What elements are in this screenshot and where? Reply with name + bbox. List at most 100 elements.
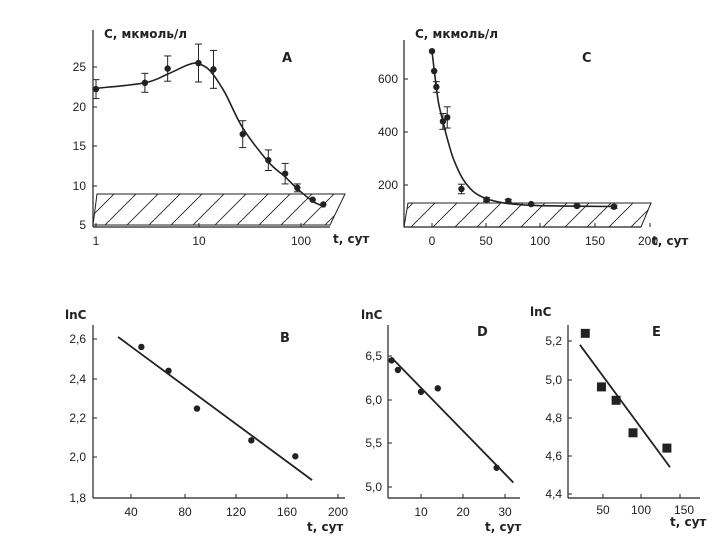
panel-a-threshold-band	[92, 193, 346, 226]
panel-c-data-point	[428, 47, 436, 55]
panel-d-fit-line	[390, 357, 515, 484]
panel-b-data-point	[193, 405, 201, 412]
panel-b-ytick: 2,6	[69, 332, 86, 346]
panel-e: lnC E t, сут 50 100 150 4,4 4,6 4,8 5,0 …	[530, 305, 706, 529]
panel-b-xtick: 40	[124, 505, 138, 519]
panel-c-data-point	[610, 203, 618, 210]
panel-a-marks	[92, 43, 327, 208]
panel-a-ytick: 5	[79, 218, 86, 232]
panel-a-label: A	[282, 51, 292, 66]
panel-a-xtick: 10	[192, 234, 206, 248]
panel-d-ytick: 6,5	[365, 349, 382, 363]
panel-a-xlabel: t, сут	[333, 232, 369, 246]
panel-c-xtick: 50	[479, 234, 493, 248]
panel-e-xlabel: t, сут	[670, 515, 706, 529]
panel-c-data-point	[573, 202, 581, 210]
panel-c-data-point	[444, 114, 451, 121]
panel-d-label: D	[477, 325, 488, 340]
panel-e-data-point	[662, 443, 672, 453]
panel-a-data-point	[92, 85, 100, 93]
panel-c-label: C	[582, 51, 592, 66]
panel-a-data-point	[195, 59, 202, 67]
panel-b-fit-line	[117, 336, 313, 481]
panel-d-ylabel: lnC	[361, 308, 383, 322]
panel-b-marks	[138, 343, 299, 460]
panel-b-ytick: 1,8	[69, 491, 86, 505]
panel-c-data-point	[430, 67, 438, 75]
panel-b-ytick: 2,0	[69, 450, 86, 464]
panel-c-marks	[428, 47, 618, 210]
panel-d-data-point	[434, 385, 441, 392]
panel-c-y-ticks: 200 400 600	[378, 72, 408, 192]
panel-d-xtick: 20	[456, 505, 470, 519]
panel-c-x-ticks: 0 50 100 150 200	[429, 223, 658, 248]
panel-e-label: E	[652, 325, 661, 340]
panel-e-xtick: 100	[631, 503, 651, 517]
panel-d-data-point	[417, 388, 425, 396]
panel-b: lnC B t, сут 40 80 120 160 200 1,8 2,0 2…	[65, 308, 348, 534]
panel-e-marks	[580, 328, 672, 453]
panel-a-ytick: 10	[73, 179, 87, 193]
panel-d-xlabel: t, сут	[485, 520, 521, 534]
panel-b-xtick: 120	[226, 505, 246, 519]
panel-e-ytick: 4,8	[545, 411, 562, 425]
panel-d-marks	[388, 357, 500, 471]
panel-d-y-ticks: 5,0 5,5 6,0 6,5	[365, 349, 392, 494]
panel-b-data-point	[138, 343, 145, 351]
panel-d-data-point	[493, 464, 500, 471]
panel-c-data-point	[505, 197, 512, 205]
panel-c-xtick: 0	[429, 234, 436, 248]
panel-a-curve	[95, 62, 324, 207]
panel-c-curve	[431, 51, 612, 208]
panel-e-data-point	[611, 395, 621, 405]
panel-c-data-point	[458, 185, 465, 193]
panel-c: C, мкмоль/л C t, сут 0 50 100 150 200 20…	[378, 27, 688, 248]
panel-a-data-point	[239, 130, 246, 138]
panel-a-x-ticks: 1 10 100	[93, 223, 311, 248]
panel-b-xtick: 200	[328, 505, 348, 519]
panel-c-data-point	[527, 200, 535, 208]
panel-c-ytick: 600	[378, 72, 398, 86]
panel-c-ytick: 200	[378, 178, 398, 192]
panel-d-data-point	[394, 366, 402, 374]
panel-e-ytick: 4,4	[545, 487, 562, 501]
panel-d-x-ticks: 10 20 30	[414, 494, 512, 519]
panel-c-xtick: 200	[638, 234, 658, 248]
panel-a-data-point	[281, 170, 289, 177]
panel-e-xtick: 150	[674, 503, 694, 517]
panel-e-y-ticks: 4,4 4,6 4,8 5,0 5,2	[545, 334, 572, 501]
panel-a-xtick: 1	[93, 234, 100, 248]
panel-e-fit-line	[579, 344, 671, 468]
panel-a-data-point	[141, 79, 149, 87]
panel-e-ylabel: lnC	[530, 305, 552, 319]
panel-e-xtick: 50	[596, 503, 610, 517]
panel-b-data-point	[292, 453, 299, 460]
panel-b-ytick: 2,2	[69, 411, 86, 425]
panel-a-ytick: 25	[73, 60, 87, 74]
panel-e-data-point	[580, 328, 590, 338]
panel-b-data-point	[165, 367, 172, 374]
panel-d-data-point	[388, 357, 395, 364]
panel-e-ytick: 5,0	[545, 373, 562, 387]
panel-c-xtick: 100	[530, 234, 550, 248]
panel-c-xtick: 150	[585, 234, 605, 248]
panel-c-data-point	[433, 83, 440, 91]
panel-a-xtick: 100	[291, 234, 311, 248]
panel-d-ytick: 6,0	[365, 393, 382, 407]
panel-a-ytick: 15	[73, 139, 87, 153]
panel-d: lnC D t, сут 10 20 30 5,0 5,5 6,0 6,5	[361, 308, 521, 534]
panel-e-ytick: 4,6	[545, 449, 562, 463]
panel-b-x-ticks: 40 80 120 160 200	[124, 494, 348, 519]
panel-c-xlabel: t, сут	[652, 234, 688, 248]
panel-d-ytick: 5,0	[365, 480, 382, 494]
panel-e-data-point	[596, 382, 606, 392]
panel-d-xtick: 30	[498, 505, 512, 519]
panel-a-data-point	[320, 201, 327, 208]
panel-d-ytick: 5,5	[365, 436, 382, 450]
panel-b-data-point	[248, 437, 255, 444]
panel-b-xlabel: t, сут	[307, 520, 343, 534]
panel-b-ytick: 2,4	[69, 372, 86, 386]
panel-a-data-point	[210, 66, 217, 73]
panel-a-ylabel: C, мкмоль/л	[104, 27, 187, 41]
